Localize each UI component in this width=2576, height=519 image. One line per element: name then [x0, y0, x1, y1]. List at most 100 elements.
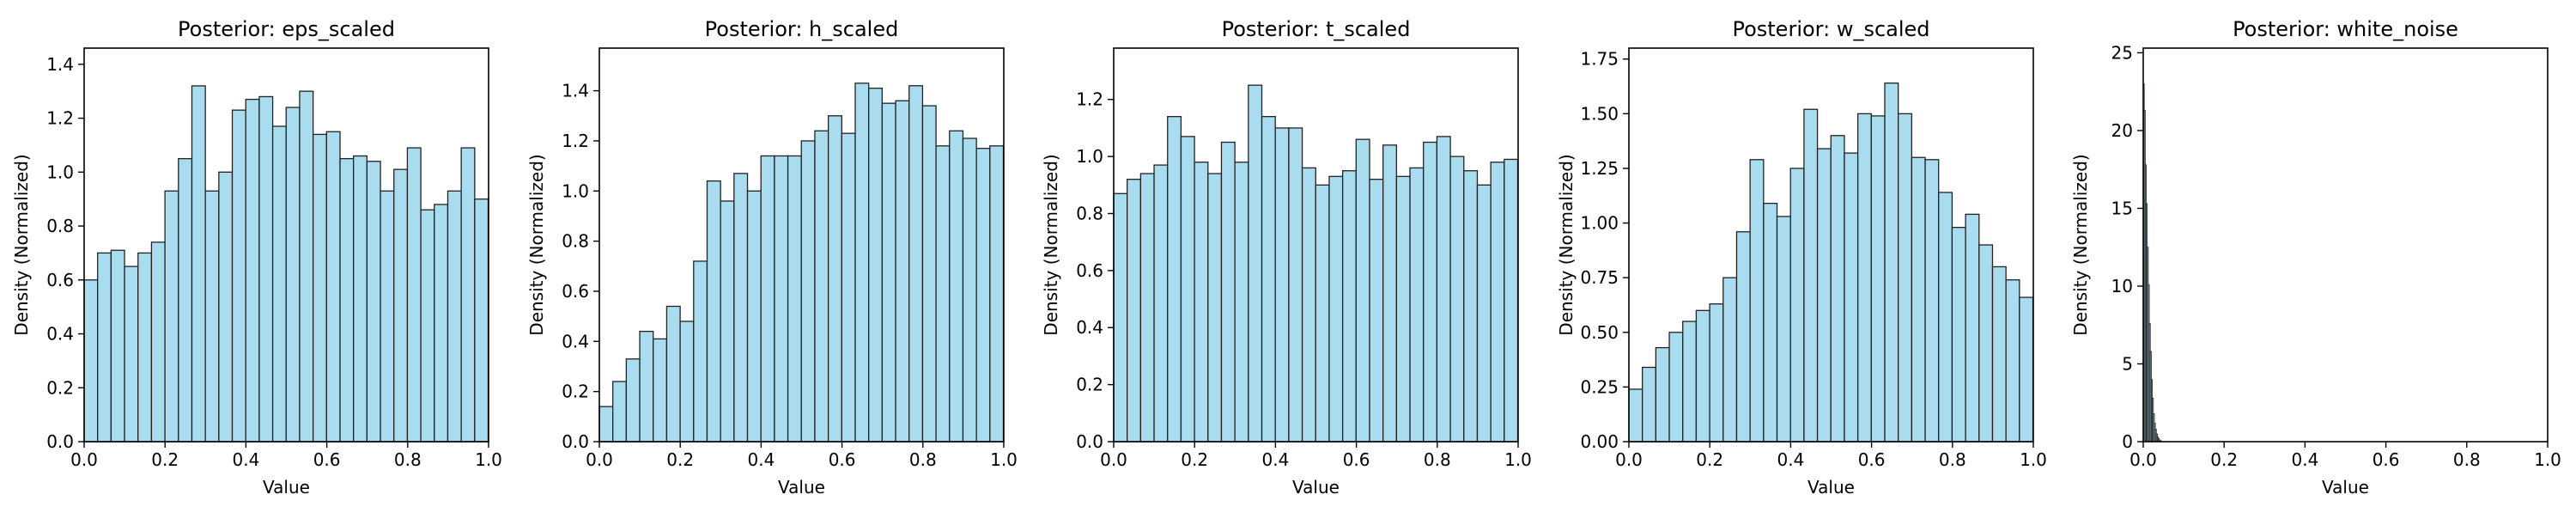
- histogram-bar: [1369, 179, 1384, 443]
- histogram-bar: [1476, 184, 1492, 443]
- histogram-bar: [935, 145, 951, 443]
- histogram-bar: [460, 147, 476, 443]
- x-tick-label: 0.4: [747, 449, 775, 470]
- y-tick-label: 1.4: [46, 54, 74, 75]
- histogram-bar: [612, 381, 628, 443]
- histogram-bar: [245, 98, 260, 443]
- x-tick-label: 0.4: [1777, 449, 1804, 470]
- histogram-bar: [231, 109, 246, 443]
- chart-title: Posterior: eps_scaled: [178, 17, 395, 41]
- histogram-bar: [774, 155, 789, 443]
- histogram-bar: [908, 85, 924, 443]
- y-tick-label: 1.75: [1580, 49, 1619, 70]
- histogram-bar: [1924, 159, 1940, 443]
- x-tick-label: 0.0: [1615, 449, 1643, 470]
- x-tick-label: 0.8: [1939, 449, 1966, 470]
- histogram-bar: [760, 155, 775, 443]
- histogram-bar: [1409, 167, 1425, 443]
- histogram-bar: [1355, 138, 1370, 443]
- histogram-bar: [1763, 203, 1778, 443]
- histogram-bar: [1965, 213, 1980, 443]
- y-tick-label: 1.4: [562, 81, 589, 101]
- plot-frame: [598, 47, 1005, 443]
- y-tick-label: 0.8: [1076, 203, 1103, 223]
- histogram-bar: [1504, 158, 1519, 443]
- x-tick-label: 0.2: [1181, 449, 1208, 470]
- x-axis-label: Value: [1807, 477, 1855, 498]
- x-tick-label: 0.0: [70, 449, 98, 470]
- panel-1: 0.0 0.2 0.4 0.6 0.8 1.0 0.0 0.2 0.4 0.6 0.8 1.0 1.2 1…: [11, 17, 502, 498]
- x-axis-label: Value: [778, 477, 825, 498]
- x-tick-label: 0.2: [2210, 449, 2238, 470]
- y-tick-label: 0.4: [46, 324, 74, 345]
- histogram-bar: [2005, 279, 2020, 443]
- histogram-bar: [339, 157, 355, 443]
- y-tick-label: 1.2: [562, 131, 589, 151]
- histogram-bar: [271, 125, 287, 443]
- histogram-bar: [639, 330, 654, 443]
- histogram-bar: [1722, 277, 1738, 443]
- histogram-bar: [178, 157, 193, 443]
- histogram-bar: [299, 90, 314, 443]
- histogram-bar: [1382, 144, 1398, 443]
- histogram-bar: [150, 241, 166, 443]
- histogram-bar: [854, 82, 870, 443]
- y-tick-label: 0.4: [562, 331, 589, 351]
- y-tick-label: 0.4: [1076, 317, 1103, 338]
- histogram-bar: [285, 107, 301, 443]
- histogram-bar: [1642, 366, 1657, 443]
- x-tick-label: 0.6: [829, 449, 856, 470]
- histogram-bar: [474, 198, 489, 443]
- panel-5: 0.0 0.2 0.4 0.6 0.8 1.0 0 5 10 15 20 25 Posterior: w…: [2070, 17, 2561, 498]
- histogram-bar: [1436, 136, 1451, 443]
- histogram-bar: [191, 85, 206, 443]
- y-tick-label: 20: [2111, 120, 2133, 141]
- x-tick-label: 0.8: [2453, 449, 2481, 470]
- histogram-bar: [1695, 309, 1710, 443]
- histogram-bar: [1248, 84, 1263, 443]
- histogram-bar: [218, 171, 234, 443]
- histogram-bar: [1423, 141, 1438, 443]
- histogram-bar: [1655, 346, 1670, 443]
- histogram-bar: [1816, 148, 1832, 443]
- y-tick-label: 25: [2111, 42, 2133, 63]
- y-tick-label: 0.2: [562, 382, 589, 402]
- histogram-bar: [420, 209, 435, 443]
- y-tick-label: 0.0: [46, 431, 74, 452]
- histogram-bar: [1234, 162, 1249, 443]
- y-axis-label: Density (Normalized): [1041, 154, 1061, 335]
- histogram-bar: [1153, 164, 1169, 443]
- histogram-bar: [1274, 127, 1290, 443]
- x-tick-label: 0.8: [909, 449, 937, 470]
- x-tick-label: 0.4: [2291, 449, 2318, 470]
- panel-4: 0.0 0.2 0.4 0.6 0.8 1.0 0.00 0.25 0.50 0.75 1.00 1.…: [1556, 17, 2047, 498]
- histogram-bar: [1341, 170, 1357, 443]
- histogram-bar: [1328, 175, 1344, 443]
- x-tick-label: 1.0: [475, 449, 502, 470]
- histogram-bar: [1490, 162, 1505, 443]
- histogram-bar: [746, 190, 762, 443]
- histogram-bar: [720, 200, 735, 443]
- histogram-bar: [83, 279, 99, 443]
- histogram-bar: [1449, 156, 1465, 443]
- x-tick-label: 0.6: [313, 449, 341, 470]
- y-tick-label: 1.2: [46, 108, 74, 129]
- y-tick-label: 0: [2122, 431, 2133, 452]
- panel-3: 0.0 0.2 0.4 0.6 0.8 1.0 0.0 0.2 0.4 0.6 0.8 1.0 1.2 P…: [1041, 17, 1532, 498]
- histogram-bar: [1315, 184, 1330, 443]
- x-tick-label: 0.8: [394, 449, 422, 470]
- y-tick-label: 0.25: [1580, 376, 1619, 397]
- histogram-bar: [137, 252, 153, 443]
- y-tick-label: 0.2: [1076, 375, 1103, 395]
- y-tick-label: 1.0: [1076, 146, 1103, 167]
- histogram-bar: [949, 130, 964, 443]
- x-tick-label: 0.6: [1343, 449, 1370, 470]
- histogram-bar: [921, 105, 937, 443]
- histogram-bar: [1127, 179, 1142, 443]
- histogram-bar: [1668, 332, 1684, 443]
- histogram-bar: [164, 190, 179, 443]
- x-tick-label: 1.0: [2020, 449, 2047, 470]
- y-axis-label: Density (Normalized): [526, 154, 547, 335]
- y-axis-label: Density (Normalized): [2070, 154, 2091, 335]
